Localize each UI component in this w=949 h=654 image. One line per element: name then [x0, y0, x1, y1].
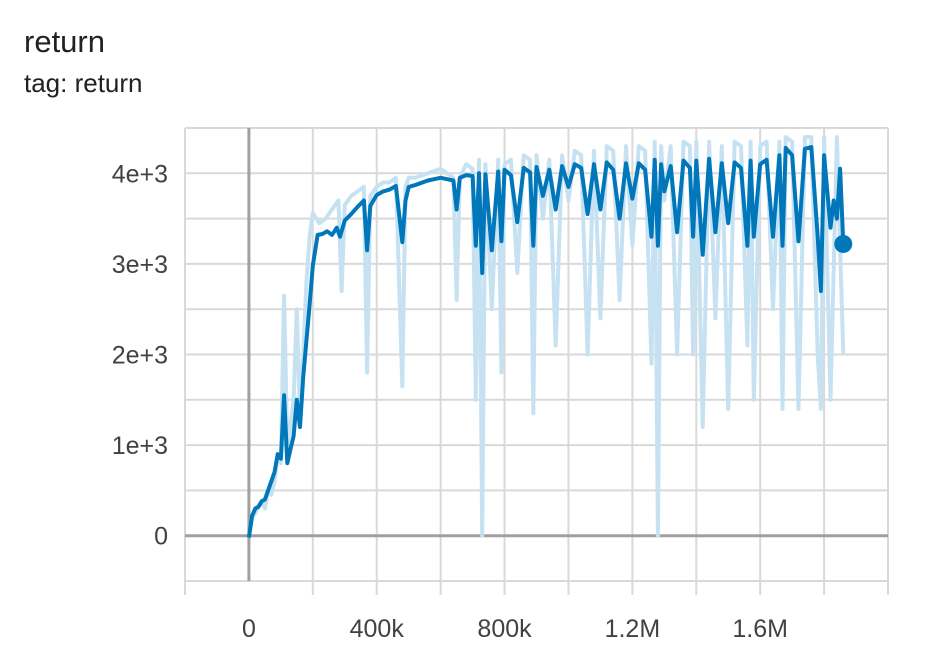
x-tick-label: 800k — [477, 615, 532, 643]
last-point-marker — [834, 234, 853, 253]
raw-series-line — [248, 135, 846, 538]
x-axis-ticks: 0 400k 800k 1.2M 1.6M — [242, 615, 788, 643]
y-tick-label: 2e+3 — [112, 342, 168, 370]
series-group — [246, 135, 853, 538]
y-axis-ticks: 0 1e+3 2e+3 3e+3 4e+3 — [112, 160, 168, 550]
smoothed-series-line — [246, 145, 846, 538]
x-tick-label: 1.6M — [732, 615, 788, 643]
chart-subtitle: tag: return — [24, 68, 143, 98]
y-tick-label: 1e+3 — [112, 432, 168, 460]
x-tick-label: 0 — [242, 615, 256, 643]
y-tick-label: 4e+3 — [112, 160, 168, 188]
chart-title: return — [24, 24, 105, 59]
x-tick-label: 400k — [350, 615, 405, 643]
axes — [185, 128, 888, 581]
y-tick-label: 0 — [154, 523, 168, 551]
y-tick-label: 3e+3 — [112, 251, 168, 279]
x-tick-label: 1.2M — [605, 615, 661, 643]
